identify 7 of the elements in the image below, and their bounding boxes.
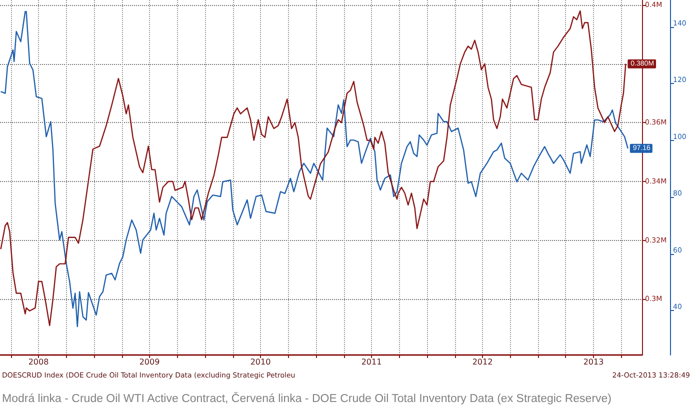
x-tick-label: 2008 <box>28 358 49 366</box>
x-tick-label: 2011 <box>361 358 382 366</box>
x-tick-label: 2012 <box>472 358 493 366</box>
x-tick-label: 2009 <box>139 358 160 366</box>
x-tick-label: 2013 <box>583 358 604 366</box>
text: Modrá linka - Crude Oil WTI Active Contract, Červená linka - DOE Crude Oil Total Inventory Data (ex Strategic Reserve) <box>2 391 612 405</box>
x-tick-label: 2010 <box>250 358 271 366</box>
